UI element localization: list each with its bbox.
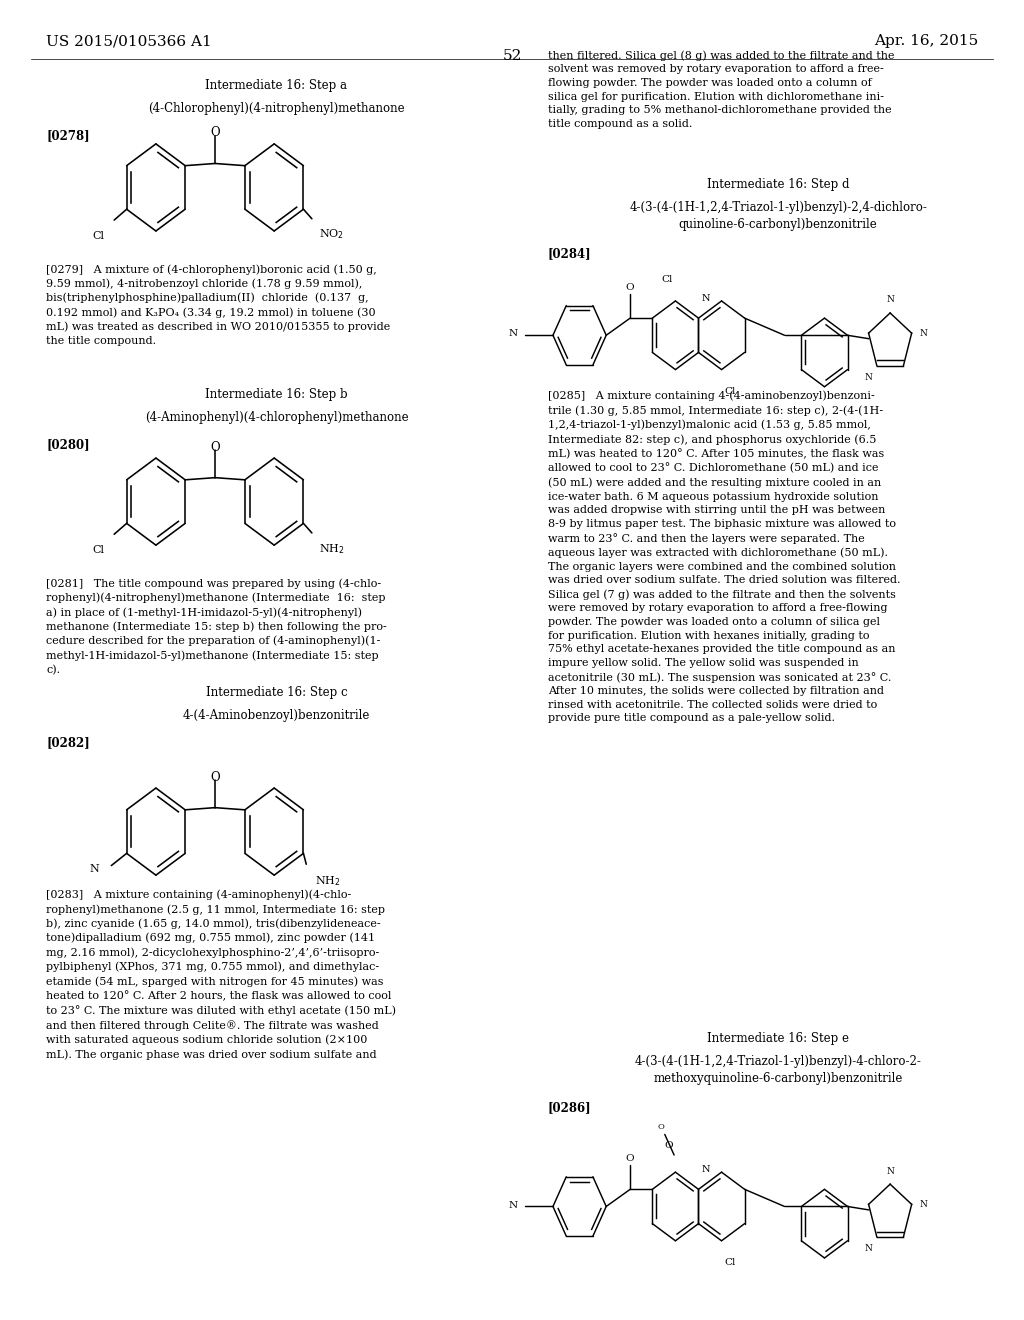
Text: then filtered. Silica gel (8 g) was added to the filtrate and the
solvent was re: then filtered. Silica gel (8 g) was adde… — [548, 50, 894, 129]
Text: N: N — [920, 1200, 928, 1209]
Text: N: N — [920, 329, 928, 338]
Text: O: O — [210, 771, 220, 784]
Text: 4-(4-Aminobenzoyl)benzonitrile: 4-(4-Aminobenzoyl)benzonitrile — [183, 709, 370, 722]
Text: Cl: Cl — [662, 275, 673, 284]
Text: N: N — [865, 1243, 872, 1253]
Text: NH$_2$: NH$_2$ — [319, 541, 345, 556]
Text: 4-(3-(4-(1H-1,2,4-Triazol-1-yl)benzyl)-2,4-dichloro-
quinoline-6-carbonyl)benzon: 4-(3-(4-(1H-1,2,4-Triazol-1-yl)benzyl)-2… — [630, 201, 927, 231]
Text: [0283]   A mixture containing (4-aminophenyl)(4-chlo-
rophenyl)methanone (2.5 g,: [0283] A mixture containing (4-aminophen… — [46, 890, 396, 1060]
Text: Intermediate 16: Step d: Intermediate 16: Step d — [707, 178, 850, 191]
Text: N: N — [701, 1164, 710, 1173]
Text: Intermediate 16: Step b: Intermediate 16: Step b — [205, 388, 348, 401]
Text: Apr. 16, 2015: Apr. 16, 2015 — [873, 34, 978, 49]
Text: N: N — [89, 865, 99, 874]
Text: 52: 52 — [503, 49, 521, 63]
Text: N: N — [886, 296, 894, 305]
Text: 4-(3-(4-(1H-1,2,4-Triazol-1-yl)benzyl)-4-chloro-2-
methoxyquinoline-6-carbonyl)b: 4-(3-(4-(1H-1,2,4-Triazol-1-yl)benzyl)-4… — [635, 1055, 922, 1085]
Text: Cl: Cl — [724, 1258, 735, 1267]
Text: O: O — [665, 1140, 673, 1150]
Text: NH$_2$: NH$_2$ — [315, 874, 341, 888]
Text: N: N — [701, 293, 710, 302]
Text: Cl: Cl — [92, 231, 104, 242]
Text: [0286]: [0286] — [548, 1101, 592, 1114]
Text: Cl: Cl — [724, 387, 735, 396]
Text: O: O — [626, 282, 635, 292]
Text: N: N — [509, 330, 518, 338]
Text: N: N — [865, 372, 872, 381]
Text: O: O — [657, 1123, 665, 1131]
Text: N: N — [509, 1201, 518, 1209]
Text: [0281]   The title compound was prepared by using (4-chlo-
rophenyl)(4-nitrophen: [0281] The title compound was prepared b… — [46, 578, 387, 675]
Text: Cl: Cl — [92, 545, 104, 556]
Text: [0284]: [0284] — [548, 247, 592, 260]
Text: [0279]   A mixture of (4-chlorophenyl)boronic acid (1.50 g,
9.59 mmol), 4-nitrob: [0279] A mixture of (4-chlorophenyl)boro… — [46, 264, 390, 346]
Text: O: O — [626, 1154, 635, 1163]
Text: [0280]: [0280] — [46, 438, 90, 451]
Text: O: O — [210, 441, 220, 454]
Text: [0282]: [0282] — [46, 737, 90, 750]
Text: (4-Aminophenyl)(4-chlorophenyl)methanone: (4-Aminophenyl)(4-chlorophenyl)methanone — [144, 411, 409, 424]
Text: NO$_2$: NO$_2$ — [319, 227, 344, 242]
Text: Intermediate 16: Step a: Intermediate 16: Step a — [206, 79, 347, 92]
Text: Intermediate 16: Step e: Intermediate 16: Step e — [708, 1032, 849, 1045]
Text: Intermediate 16: Step c: Intermediate 16: Step c — [206, 686, 347, 700]
Text: O: O — [210, 127, 220, 140]
Text: [0285]   A mixture containing 4-(4-aminobenzoyl)benzoni-
trile (1.30 g, 5.85 mmo: [0285] A mixture containing 4-(4-aminobe… — [548, 391, 900, 723]
Text: [0278]: [0278] — [46, 129, 90, 143]
Text: US 2015/0105366 A1: US 2015/0105366 A1 — [46, 34, 212, 49]
Text: (4-Chlorophenyl)(4-nitrophenyl)methanone: (4-Chlorophenyl)(4-nitrophenyl)methanone — [148, 102, 404, 115]
Text: N: N — [886, 1167, 894, 1176]
